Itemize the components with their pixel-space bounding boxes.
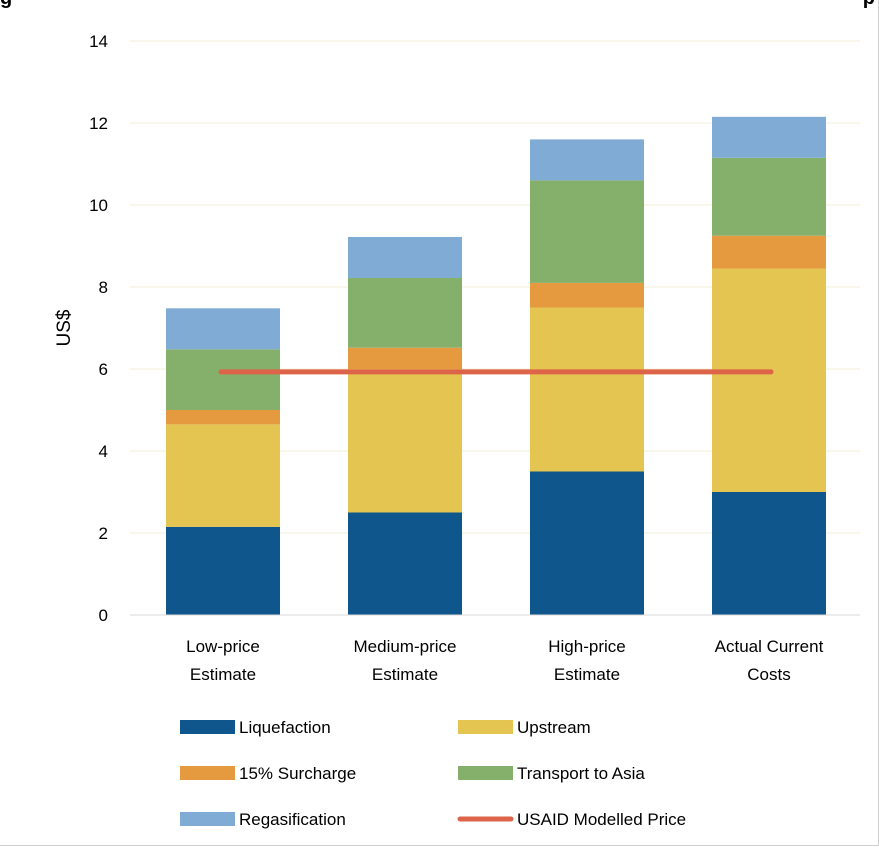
y-tick-label: 0: [99, 606, 108, 625]
bar-segment-transport-to-asia: [712, 157, 826, 236]
y-tick-label: 14: [89, 32, 108, 51]
bar-segment-transport-to-asia: [530, 180, 644, 283]
bar-segment-upstream: [712, 268, 826, 492]
x-tick-label: Estimate: [372, 665, 438, 684]
bar-segment-regasification: [530, 139, 644, 181]
legend-label-liquefaction: Liquefaction: [239, 718, 331, 737]
y-tick-label: 10: [89, 196, 108, 215]
bar-segment-liquefaction: [712, 492, 826, 615]
x-tick-label: Low-price: [186, 637, 260, 656]
x-tick-label: Estimate: [554, 665, 620, 684]
bar-segment-liquefaction: [348, 512, 462, 615]
y-tick-label: 6: [99, 360, 108, 379]
legend-label-transport-to-asia: Transport to Asia: [517, 764, 645, 783]
legend-label-usaid-modelled-price: USAID Modelled Price: [517, 810, 686, 829]
bar-segment-transport-to-asia: [348, 277, 462, 348]
bar-segment-liquefaction: [166, 526, 280, 615]
bar-segment-15-surcharge: [166, 410, 280, 425]
legend-label-upstream: Upstream: [517, 718, 591, 737]
x-tick-label: Actual Current: [715, 637, 824, 656]
clipped-title-left: g: [0, 0, 12, 10]
legend-label-regasification: Regasification: [239, 810, 346, 829]
clipped-title-strip: g p: [0, 0, 879, 10]
x-tick-label: Medium-price: [354, 637, 457, 656]
bar-segment-upstream: [530, 307, 644, 472]
bar-segment-liquefaction: [530, 471, 644, 615]
y-tick-label: 8: [99, 278, 108, 297]
y-tick-label: 4: [99, 442, 108, 461]
legend-swatch-regasification: [180, 812, 235, 826]
bar-segment-transport-to-asia: [166, 349, 280, 410]
bar-segment-15-surcharge: [348, 347, 462, 369]
legend-swatch-15-surcharge: [180, 766, 235, 780]
bar-segment-regasification: [712, 116, 826, 158]
y-tick-label: 12: [89, 114, 108, 133]
bar-segment-upstream: [166, 424, 280, 527]
y-axis-label: US$: [54, 309, 75, 346]
x-tick-label: Costs: [747, 665, 790, 684]
legend-swatch-transport-to-asia: [458, 766, 513, 780]
clipped-title-right: p: [863, 0, 875, 10]
legend-label-15-surcharge: 15% Surcharge: [239, 764, 356, 783]
x-tick-label: High-price: [548, 637, 625, 656]
bar-segment-upstream: [348, 369, 462, 513]
bar-segment-15-surcharge: [530, 282, 644, 308]
bar-segment-regasification: [348, 236, 462, 278]
legend-swatch-upstream: [458, 720, 513, 734]
y-tick-label: 2: [99, 524, 108, 543]
bar-segment-regasification: [166, 308, 280, 350]
legend-swatch-liquefaction: [180, 720, 235, 734]
bar-segment-15-surcharge: [712, 235, 826, 269]
x-tick-label: Estimate: [190, 665, 256, 684]
